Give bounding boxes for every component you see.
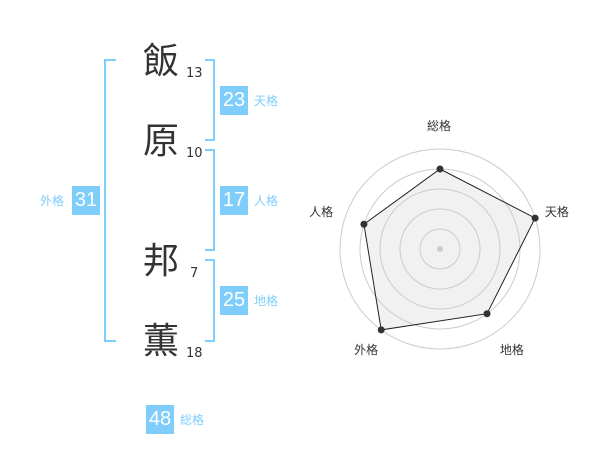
radar-point <box>360 220 368 228</box>
radar-point <box>377 326 385 334</box>
radar-point <box>531 214 539 222</box>
name-char-1: 飯 <box>142 41 179 82</box>
soukaku-label: 総格 <box>180 413 205 427</box>
tenkaku-value: 23 <box>220 86 248 115</box>
chikaku-label: 地格 <box>254 294 279 308</box>
radar-label: 総格 <box>427 119 452 133</box>
soukaku-value: 48 <box>146 405 174 434</box>
stroke-count-1: 13 <box>186 66 203 81</box>
stroke-count-3: 7 <box>190 266 199 281</box>
radar-label: 外格 <box>354 343 379 358</box>
gaikaku-value: 31 <box>72 186 100 215</box>
jinkaku-value: 17 <box>220 186 248 215</box>
radar-polygon <box>363 168 536 331</box>
gaikaku-bracket <box>104 59 116 342</box>
radar-center <box>437 246 443 252</box>
radar-label: 天格 <box>544 204 569 219</box>
chikaku-bracket <box>205 259 215 342</box>
stroke-count-2: 10 <box>186 146 203 161</box>
radar-grid-ring <box>419 228 461 270</box>
gaikaku-label: 外格 <box>40 194 65 208</box>
tenkaku-bracket <box>205 59 215 141</box>
radar-grid-ring <box>379 188 501 310</box>
chikaku-value: 25 <box>220 286 248 315</box>
tenkaku-label: 天格 <box>254 94 279 108</box>
radar-label: 人格 <box>309 204 334 219</box>
name-char-4: 薫 <box>142 321 179 362</box>
jinkaku-label: 人格 <box>254 194 279 208</box>
radar-grid-ring <box>399 208 481 290</box>
radar-label: 地格 <box>499 343 524 358</box>
radar-point <box>483 310 491 318</box>
radar-grid-ring <box>339 148 541 350</box>
name-char-2: 原 <box>142 121 179 162</box>
stroke-count-4: 18 <box>186 346 203 361</box>
name-char-3: 邦 <box>142 241 179 282</box>
radar-point <box>436 165 444 173</box>
jinkaku-bracket <box>205 149 215 251</box>
